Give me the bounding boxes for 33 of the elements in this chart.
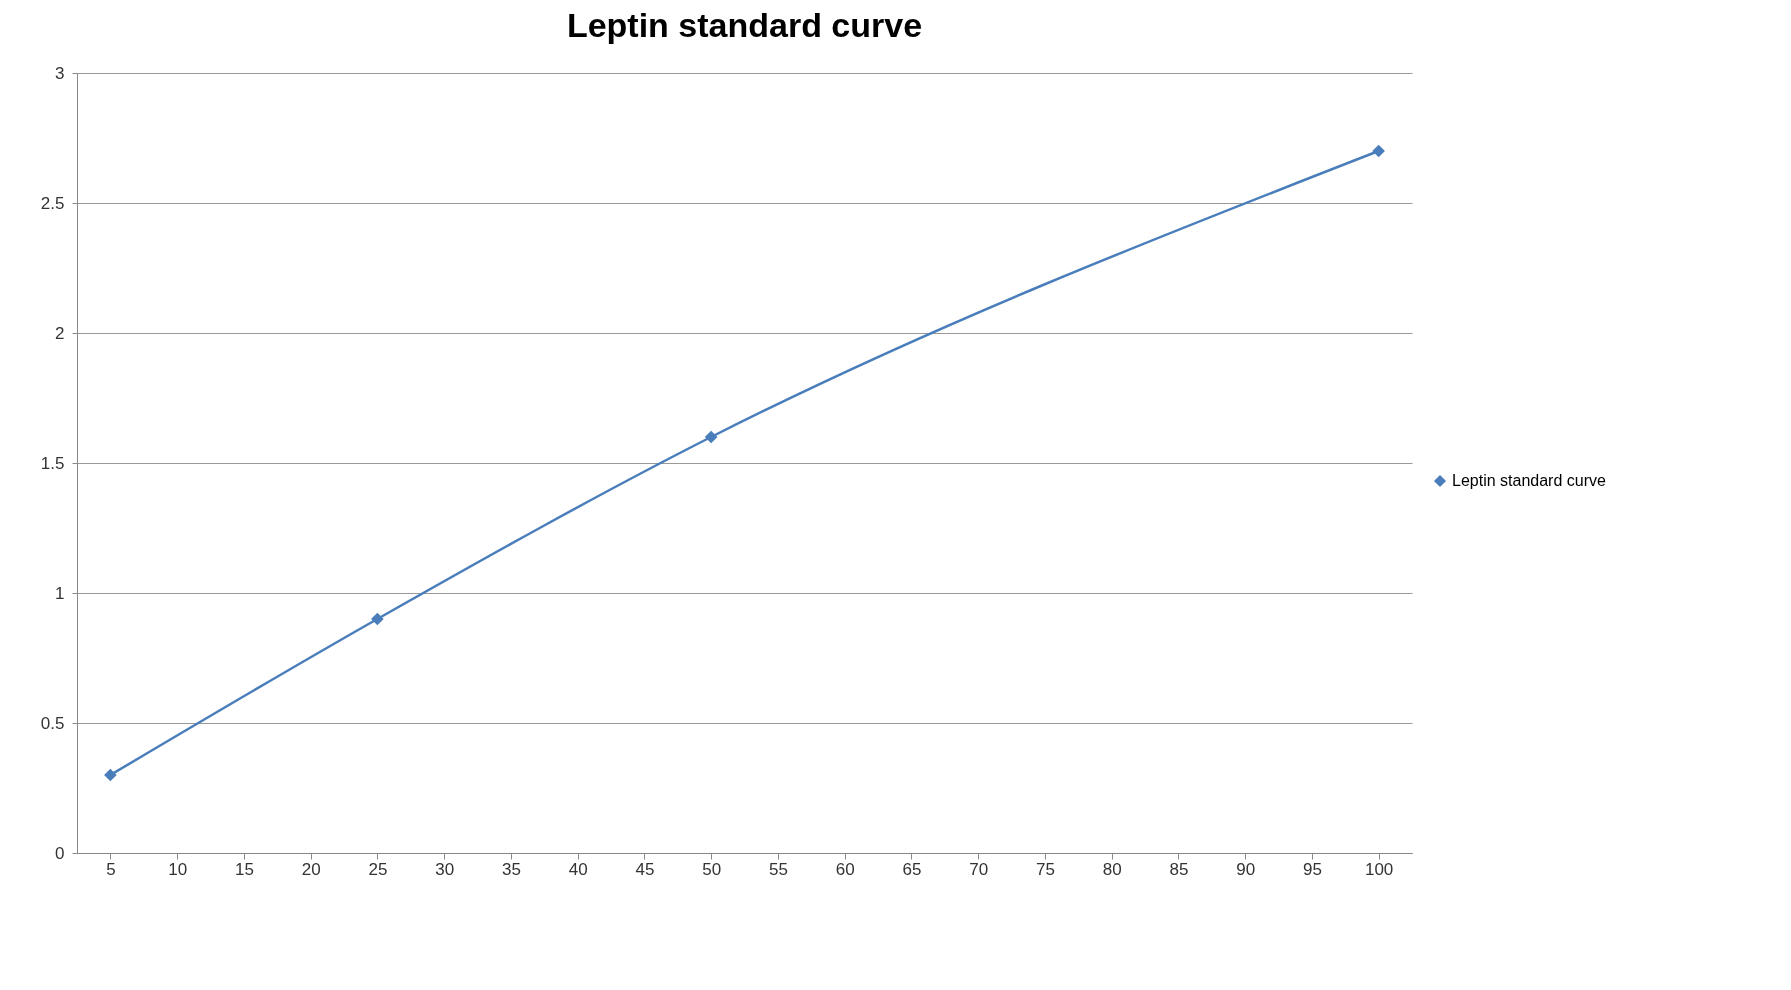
x-tick-label: 10 <box>168 859 188 879</box>
chart-title: Leptin standard curve <box>566 6 923 44</box>
x-tick-label: 85 <box>1169 859 1189 879</box>
x-tick-label: 45 <box>635 859 655 879</box>
x-tick-label: 25 <box>368 859 388 879</box>
x-tick-label: 95 <box>1302 859 1322 879</box>
x-tick-label: 75 <box>1035 859 1055 879</box>
y-tick-label: 3 <box>55 63 65 83</box>
x-tick-label: 40 <box>568 859 588 879</box>
y-tick-label: 2.5 <box>40 193 65 213</box>
legend-label: Leptin standard curve <box>1452 472 1606 489</box>
x-tick-label: 55 <box>768 859 788 879</box>
x-tick-label: 20 <box>301 859 321 879</box>
point <box>704 430 718 444</box>
y-tick-label: 2 <box>55 323 65 343</box>
x-tick-label: 60 <box>835 859 855 879</box>
y-tick-label: 1 <box>55 583 65 603</box>
x-tick-label: 80 <box>1102 859 1122 879</box>
y-tick-label: 1.5 <box>40 453 65 473</box>
x-tick-label: 50 <box>702 859 722 879</box>
point <box>1372 144 1385 158</box>
point <box>371 612 384 626</box>
x-tick-label: 100 <box>1364 859 1394 879</box>
x-tick-label: 30 <box>435 859 455 879</box>
point <box>104 768 117 782</box>
x-tick-label: 15 <box>234 859 254 879</box>
x-tick-label: 5 <box>106 859 116 879</box>
y-tick-label: 0.5 <box>40 713 65 733</box>
x-tick-label: 90 <box>1236 859 1256 879</box>
x-tick-label: 35 <box>501 859 521 879</box>
y-tick-label: 0 <box>55 843 65 863</box>
x-tick-label: 65 <box>902 859 922 879</box>
x-tick-label: 70 <box>969 859 989 879</box>
